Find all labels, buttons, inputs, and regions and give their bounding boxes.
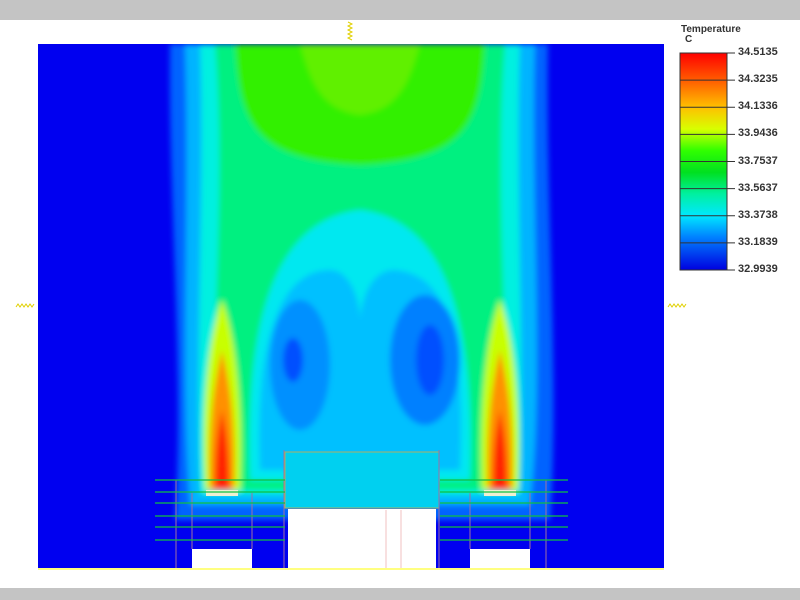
left-plume-red bbox=[215, 410, 229, 490]
left-marker bbox=[15, 303, 35, 308]
legend-label: 33.3738 bbox=[738, 208, 778, 221]
left-solid-block bbox=[192, 549, 252, 570]
legend-label: 33.7537 bbox=[738, 154, 778, 167]
legend-title: Temperature C bbox=[681, 25, 741, 45]
right-eddy-core bbox=[416, 325, 444, 395]
color-legend-bar bbox=[679, 52, 735, 271]
legend-title-text: Temperature bbox=[681, 24, 741, 35]
center-block-top bbox=[284, 451, 440, 509]
legend-label: 34.5135 bbox=[738, 46, 778, 58]
legend-label: 34.1336 bbox=[738, 100, 778, 113]
center-solid-block bbox=[288, 509, 436, 570]
axis-markers bbox=[15, 21, 687, 308]
right-marker bbox=[667, 303, 687, 308]
contour-level-6 bbox=[300, 44, 420, 115]
legend-unit: C bbox=[685, 34, 693, 45]
contour-field bbox=[38, 44, 664, 570]
left-eddy-core bbox=[283, 338, 303, 382]
right-plume-red bbox=[493, 410, 507, 490]
legend-label: 33.5637 bbox=[738, 181, 778, 194]
legend-label: 33.9436 bbox=[738, 127, 778, 140]
legend-label: 34.3235 bbox=[738, 73, 778, 86]
legend-label: 33.1839 bbox=[738, 235, 778, 248]
geometry-outlines bbox=[38, 450, 664, 570]
right-heat-source bbox=[484, 490, 516, 496]
left-heat-source bbox=[206, 490, 238, 496]
right-solid-block bbox=[470, 549, 530, 570]
top-marker bbox=[346, 21, 354, 41]
legend-label: 32.9939 bbox=[738, 263, 778, 275]
